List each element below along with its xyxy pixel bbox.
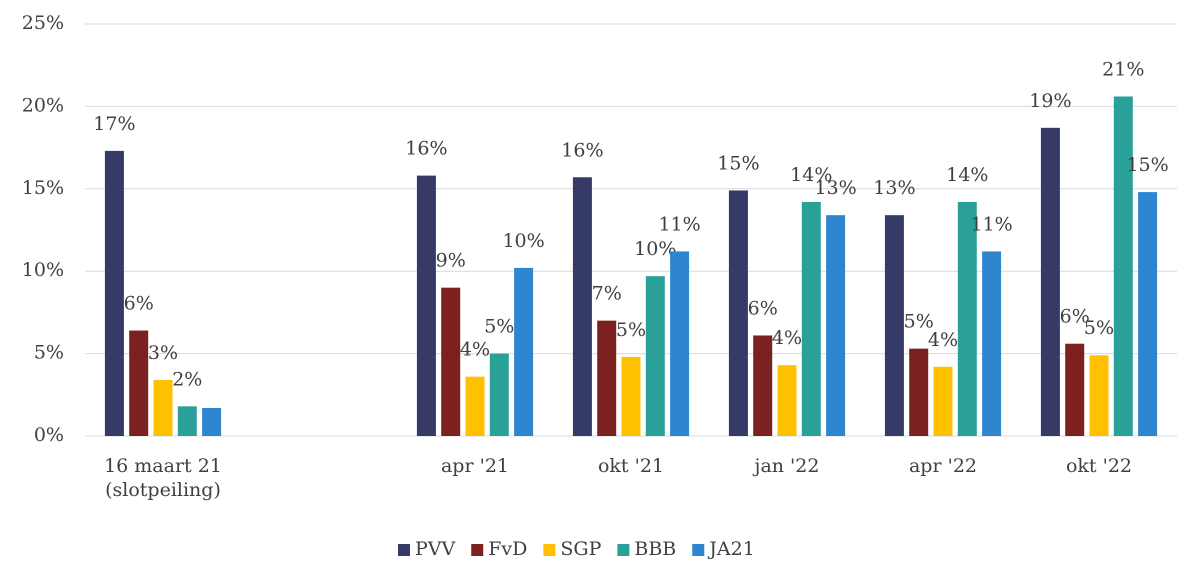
x-tick-label: okt '21 — [597, 455, 665, 477]
y-tick-label: 25% — [22, 12, 64, 34]
data-label: 5% — [1084, 317, 1114, 339]
bar — [441, 287, 461, 436]
bar — [104, 150, 124, 436]
bar — [1065, 343, 1085, 436]
bar — [489, 353, 509, 436]
data-label: 14% — [790, 164, 832, 186]
data-label: 6% — [1060, 306, 1090, 328]
legend-swatch — [543, 544, 556, 556]
data-label: 2% — [172, 368, 202, 390]
data-label: 19% — [1029, 90, 1071, 112]
data-label: 16% — [405, 138, 447, 160]
data-label: 10% — [502, 230, 544, 252]
data-label: 13% — [873, 177, 915, 199]
bar — [645, 276, 665, 436]
x-tick-label: apr '22 — [908, 455, 977, 477]
x-tick-label: jan '22 — [754, 455, 820, 477]
y-tick-label: 15% — [22, 177, 64, 199]
bar — [909, 348, 929, 436]
data-label: 13% — [814, 177, 856, 199]
bar — [957, 201, 977, 436]
data-label: 4% — [772, 327, 802, 349]
bar — [416, 175, 436, 436]
legend-swatch — [398, 544, 410, 556]
legend-swatch — [471, 544, 484, 556]
bar — [1113, 96, 1133, 437]
bar — [597, 320, 617, 436]
x-tick-label: apr '21 — [440, 455, 509, 477]
bar — [982, 251, 1002, 436]
bar — [933, 366, 953, 436]
bar — [884, 215, 904, 436]
legend-label: FvD — [488, 538, 527, 560]
data-label: 3% — [148, 342, 178, 364]
bar — [202, 407, 222, 436]
bar — [153, 379, 173, 436]
bar — [801, 201, 821, 436]
x-tick-label: 16 maart 21 (slotpeiling) — [104, 455, 222, 501]
legend-label: SGP — [560, 538, 601, 560]
x-tick-label: okt '22 — [1065, 455, 1133, 477]
data-label: 5% — [484, 316, 514, 338]
legend-swatch — [617, 544, 630, 556]
data-label: 17% — [93, 113, 135, 135]
data-label: 4% — [460, 339, 490, 361]
bar — [753, 335, 773, 436]
data-label: 14% — [946, 164, 988, 186]
bar — [1040, 127, 1060, 436]
data-label: 11% — [970, 213, 1012, 235]
data-label: 10% — [634, 238, 676, 260]
data-label: 15% — [1126, 154, 1168, 176]
bar — [670, 251, 690, 436]
data-label: 9% — [436, 250, 466, 272]
legend-label: PVV — [415, 538, 456, 560]
legend-swatch — [692, 544, 705, 556]
data-label: 11% — [658, 213, 700, 235]
data-label: 21% — [1102, 59, 1144, 81]
bar — [777, 365, 797, 436]
data-label: 5% — [904, 311, 934, 333]
legend-label: BBB — [634, 538, 676, 560]
bar — [129, 330, 149, 436]
bar — [465, 376, 485, 436]
bar — [826, 215, 846, 436]
data-label: 15% — [717, 152, 759, 174]
bar — [1138, 192, 1158, 436]
bar — [621, 356, 641, 436]
bar — [728, 190, 748, 436]
bar — [572, 177, 592, 436]
data-label: 6% — [124, 293, 154, 315]
bar — [177, 406, 197, 436]
data-label: 5% — [616, 319, 646, 341]
y-tick-label: 0% — [34, 424, 64, 446]
data-label: 4% — [928, 329, 958, 351]
data-label: 6% — [748, 297, 778, 319]
bar — [514, 267, 534, 436]
y-tick-label: 20% — [22, 94, 64, 116]
data-label: 16% — [561, 139, 603, 161]
bar — [1089, 355, 1109, 436]
data-label: 7% — [592, 283, 622, 305]
y-tick-label: 10% — [22, 259, 64, 281]
y-tick-label: 5% — [34, 342, 64, 364]
legend-label: JA21 — [707, 538, 755, 560]
